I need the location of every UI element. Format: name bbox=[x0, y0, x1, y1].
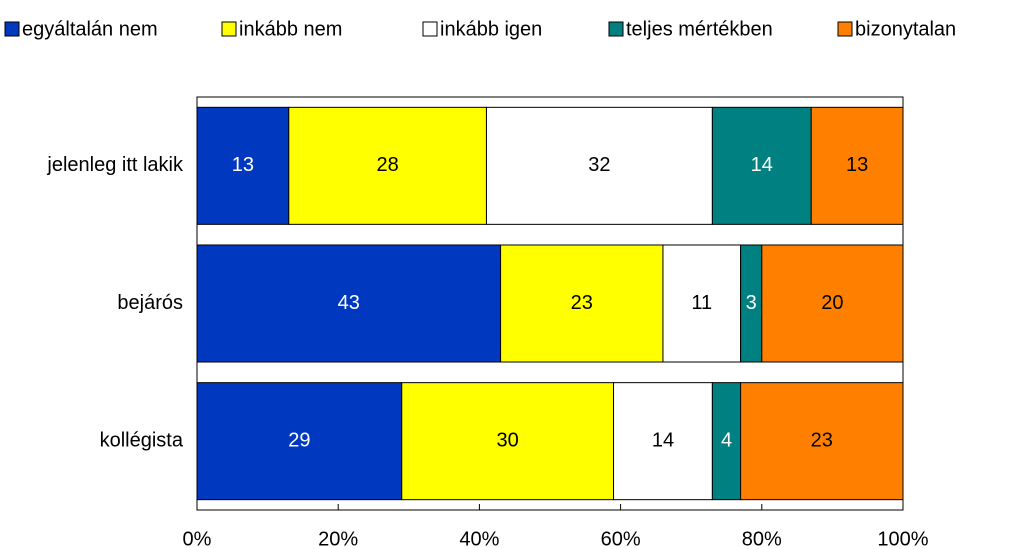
y-tick-label: bejárós bbox=[117, 292, 183, 314]
value-label: 43 bbox=[338, 292, 360, 314]
bar-segment bbox=[740, 382, 904, 501]
value-label: 13 bbox=[846, 154, 868, 176]
legend-swatch bbox=[837, 21, 853, 37]
value-label: 13 bbox=[232, 154, 254, 176]
bar-segment bbox=[288, 106, 487, 225]
value-label: 29 bbox=[288, 429, 310, 451]
value-label: 28 bbox=[376, 154, 398, 176]
value-label: 4 bbox=[721, 429, 732, 451]
legend-label: teljes mértékben bbox=[626, 18, 773, 40]
legend-swatch bbox=[4, 21, 20, 37]
bar-segment bbox=[196, 106, 290, 225]
bar-segment bbox=[761, 244, 904, 363]
bar-segment bbox=[662, 244, 742, 363]
value-label: 3 bbox=[746, 292, 757, 314]
x-tick-label: 0% bbox=[183, 528, 212, 549]
value-label: 20 bbox=[821, 292, 843, 314]
y-tick-label: jelenleg itt lakik bbox=[46, 154, 184, 176]
legend-swatch bbox=[422, 21, 438, 37]
value-label: 32 bbox=[588, 154, 610, 176]
bar-segment bbox=[196, 382, 403, 501]
y-tick-label: kollégista bbox=[100, 429, 184, 451]
value-label: 11 bbox=[691, 292, 712, 314]
value-label: 23 bbox=[571, 292, 593, 314]
bar-segment bbox=[711, 106, 812, 225]
bar-segment bbox=[401, 382, 615, 501]
legend-label: bizonytalan bbox=[855, 18, 956, 40]
x-tick-label: 20% bbox=[318, 528, 358, 549]
bar-segment bbox=[500, 244, 664, 363]
x-tick-label: 80% bbox=[742, 528, 782, 549]
value-label: 14 bbox=[751, 154, 773, 176]
legend-label: inkább igen bbox=[440, 18, 542, 40]
x-tick-label: 100% bbox=[877, 528, 928, 549]
bar-segment bbox=[613, 382, 713, 501]
bar-segment bbox=[810, 106, 904, 225]
x-tick-label: 40% bbox=[459, 528, 499, 549]
value-label: 14 bbox=[652, 429, 674, 451]
legend-swatch bbox=[221, 21, 237, 37]
bar-segment bbox=[711, 382, 742, 501]
bar-segment bbox=[196, 244, 502, 363]
bar-segment bbox=[485, 106, 713, 225]
value-label: 30 bbox=[497, 429, 519, 451]
x-tick-label: 60% bbox=[601, 528, 641, 549]
legend-label: inkább nem bbox=[239, 18, 342, 40]
legend-label: egyáltalán nem bbox=[22, 18, 158, 40]
legend-swatch bbox=[608, 21, 624, 37]
value-label: 23 bbox=[811, 429, 833, 451]
